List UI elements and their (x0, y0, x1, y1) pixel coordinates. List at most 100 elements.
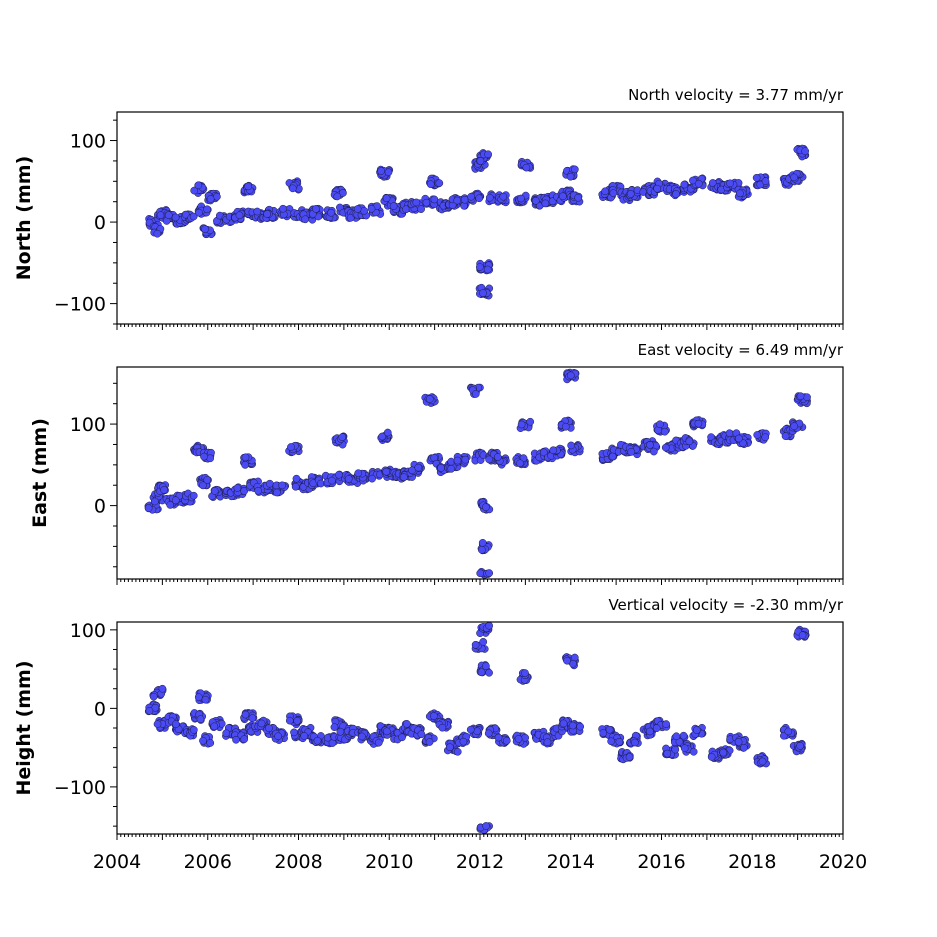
data-point (290, 728, 298, 737)
data-point (494, 733, 503, 742)
data-point (679, 731, 688, 740)
y-tick-label: 0 (94, 496, 106, 518)
data-point (475, 263, 484, 271)
data-point (144, 504, 153, 513)
data-point (476, 157, 485, 165)
data-point (482, 822, 490, 830)
data-point (753, 431, 762, 439)
data-point (601, 187, 609, 196)
data-point (300, 732, 309, 740)
data-point (400, 473, 408, 482)
data-point (368, 474, 376, 483)
data-point (327, 208, 335, 217)
data-point (426, 180, 435, 189)
data-point (798, 631, 807, 640)
data-point (736, 189, 744, 198)
height-panel: Vertical velocity = -2.30 mm/yr −100 0 100… (13, 596, 844, 840)
data-point (190, 186, 199, 195)
data-point (609, 189, 618, 197)
north-panel-title: North velocity = 3.77 mm/yr (628, 86, 844, 104)
data-point (301, 215, 310, 224)
data-point (232, 735, 240, 744)
data-point (517, 420, 526, 429)
data-point (196, 715, 205, 724)
data-point (446, 743, 454, 752)
data-point (660, 427, 669, 436)
data-point (559, 719, 568, 728)
data-point (514, 735, 523, 743)
data-point (253, 207, 262, 216)
east-panel-title: East velocity = 6.49 mm/yr (638, 341, 844, 359)
data-point (206, 195, 215, 203)
data-point (517, 194, 525, 203)
data-point (417, 205, 425, 213)
data-point (752, 173, 761, 182)
data-point (485, 193, 494, 202)
data-point (153, 720, 162, 728)
data-point (625, 753, 634, 761)
data-point (662, 720, 670, 728)
data-point (278, 481, 287, 490)
data-point (328, 476, 336, 485)
north-x-ticks (116, 324, 844, 330)
data-point (358, 732, 366, 741)
data-point (383, 727, 391, 736)
data-point (292, 474, 301, 483)
data-point (477, 668, 486, 677)
data-point (561, 422, 570, 431)
data-point (210, 487, 219, 495)
data-point (414, 463, 423, 472)
data-point (485, 668, 493, 677)
x-tick-label: 2008 (274, 851, 322, 873)
data-point (241, 710, 250, 719)
data-point (607, 737, 616, 746)
data-point (313, 736, 322, 745)
data-point (203, 205, 211, 214)
data-point (248, 714, 257, 723)
data-point (671, 745, 680, 754)
y-tick-label: 100 (70, 414, 106, 436)
data-point (485, 455, 493, 464)
y-tick-label: −100 (54, 294, 106, 316)
data-point (479, 637, 488, 646)
data-point (344, 475, 353, 483)
data-point (479, 289, 487, 297)
data-point (339, 189, 347, 197)
data-point (194, 181, 203, 190)
x-tick-label: 2016 (637, 851, 685, 873)
data-point (171, 213, 180, 222)
data-point (374, 738, 383, 747)
data-point (543, 738, 552, 747)
data-point (485, 621, 494, 630)
north-y-ticks: −100 0 100 (54, 119, 117, 325)
data-point (566, 371, 575, 380)
east-y-axis-label: East (mm) (29, 418, 51, 528)
data-point (558, 192, 567, 201)
x-axis-tick-labels: 2004 2006 2008 2010 2012 2014 2016 2018 2020 (93, 851, 867, 873)
data-point (661, 443, 670, 452)
data-point (796, 741, 805, 750)
data-point (279, 204, 287, 213)
data-point (384, 168, 393, 177)
x-tick-label: 2010 (365, 851, 413, 873)
x-tick-label: 2012 (456, 851, 504, 873)
data-point (453, 747, 462, 756)
data-point (437, 464, 445, 472)
data-point (430, 712, 438, 720)
data-point (263, 210, 272, 218)
data-point (171, 496, 180, 505)
data-point (199, 481, 207, 490)
data-point (475, 194, 484, 203)
data-point (761, 433, 770, 442)
data-point (615, 737, 624, 746)
data-point (398, 733, 406, 742)
data-point (336, 727, 345, 736)
data-point (233, 484, 242, 492)
north-axes-frame (116, 111, 844, 325)
data-point (461, 455, 470, 464)
data-point (195, 208, 203, 217)
data-point (694, 179, 703, 188)
data-point (476, 569, 485, 578)
data-point (522, 163, 531, 172)
